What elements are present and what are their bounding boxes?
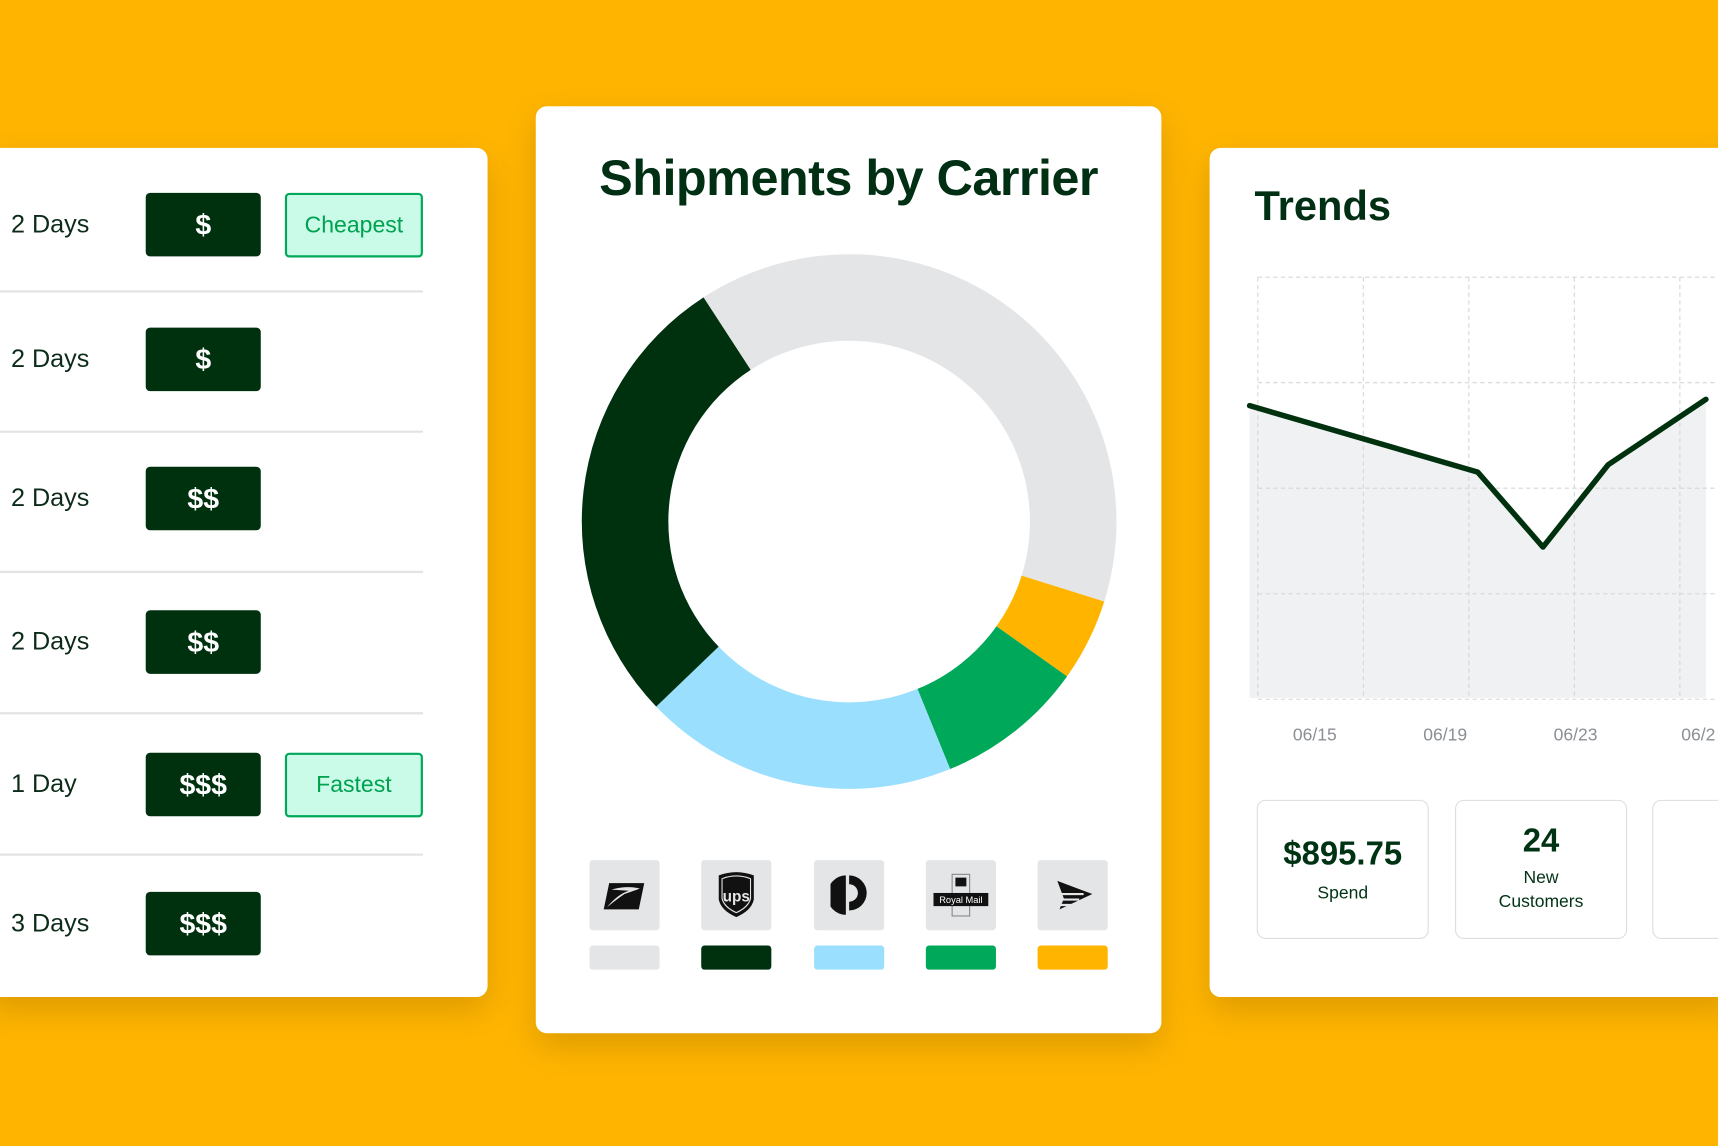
shipments-by-carrier-card: Shipments by Carrier ups Royal Mail (535, 106, 1162, 1034)
legend-swatch (814, 945, 885, 970)
price-tier-button[interactable]: $$ (145, 610, 261, 674)
trends-title: Trends (1254, 184, 1392, 231)
svg-text:Royal Mail: Royal Mail (939, 895, 982, 905)
row-divider (0, 570, 423, 574)
row-divider (0, 712, 423, 715)
price-tier-button[interactable]: $ (145, 192, 261, 257)
legend-swatch (589, 945, 660, 970)
stat-card[interactable]: 24 New Customers (1455, 799, 1628, 939)
donut-slice-royal-mail[interactable] (917, 626, 1068, 770)
stat-card[interactable]: $895.75 Spend (1256, 799, 1429, 939)
row-divider (0, 430, 423, 433)
x-tick-label: 06/15 (1292, 726, 1337, 746)
donut-slice-ups-shield[interactable] (581, 297, 751, 707)
australia-post-icon[interactable] (814, 860, 885, 931)
delivery-days: 1 Day (10, 769, 77, 798)
stat-label-line: Sale (1653, 867, 1718, 891)
price-tier-button[interactable]: $$$ (145, 891, 261, 956)
stat-label: New Customers (1456, 867, 1626, 915)
legend-swatch (925, 945, 996, 970)
shipping-option-row[interactable]: 2 Days $$ (0, 610, 423, 676)
shipping-option-row[interactable]: 2 Days $$ (0, 466, 423, 533)
shipping-option-row[interactable]: 2 Days $ (0, 327, 423, 394)
stat-label-line: New (1523, 868, 1559, 888)
row-divider (0, 290, 423, 293)
price-tier-button[interactable]: $$ (145, 466, 261, 531)
stat-card[interactable]: + SaleLa (1652, 799, 1718, 939)
stat-value: $895.75 (1283, 835, 1403, 873)
price-tier-button[interactable]: $ (145, 327, 261, 392)
canada-post-icon[interactable] (1037, 860, 1108, 931)
delivery-days: 2 Days (10, 209, 90, 238)
x-tick-label: 06/2 (1681, 726, 1716, 746)
x-tick-label: 06/23 (1553, 726, 1598, 746)
royal-mail-icon[interactable]: Royal Mail (925, 860, 996, 931)
stat-label-line: Spend (1317, 884, 1369, 903)
stat-label: Spend (1258, 882, 1428, 906)
donut-chart (581, 254, 1117, 789)
donut-slice-australia-post[interactable] (656, 646, 951, 789)
legend-swatch (1037, 945, 1108, 970)
chart-title: Shipments by Carrier (599, 149, 1098, 206)
shipping-options-card: 2 Days $ Cheapest 2 Days $2 Days $$ 2 Days $$ 1 … (0, 147, 488, 998)
stat-label-line: Customers (1498, 892, 1584, 912)
legend-swatch (701, 945, 772, 970)
delivery-days: 2 Days (10, 344, 90, 373)
ups-shield-icon[interactable]: ups (701, 860, 772, 931)
stat-value: 24 (1522, 822, 1560, 859)
trend-chart (1246, 276, 1718, 700)
stat-label: SaleLa (1653, 867, 1718, 915)
cheapest-badge: Cheapest (284, 192, 423, 258)
usps-eagle-icon[interactable] (589, 860, 660, 931)
x-tick-label: 06/19 (1423, 726, 1468, 746)
price-tier-button[interactable]: $$$ (145, 752, 261, 817)
shipping-option-row[interactable]: 2 Days $ Cheapest (0, 192, 423, 259)
delivery-days: 2 Days (10, 483, 90, 512)
donut-slice-canada-post[interactable] (996, 575, 1105, 677)
shipping-option-row[interactable]: 1 Day $$$ Fastest (0, 752, 423, 819)
delivery-days: 3 Days (10, 908, 90, 937)
donut-slice-usps-eagle[interactable] (703, 254, 1117, 602)
stat-label-line: La (1653, 891, 1718, 915)
stat-value: + (1653, 823, 1718, 860)
row-divider (0, 853, 423, 856)
delivery-days: 2 Days (10, 626, 90, 656)
fastest-badge: Fastest (284, 752, 423, 818)
trends-card: Trends 06/15 06/19 06/23 06/2 $895.75 Spend 2… (1209, 147, 1718, 998)
svg-text:ups: ups (723, 889, 750, 906)
shipping-option-row[interactable]: 3 Days $$$ (0, 891, 423, 958)
